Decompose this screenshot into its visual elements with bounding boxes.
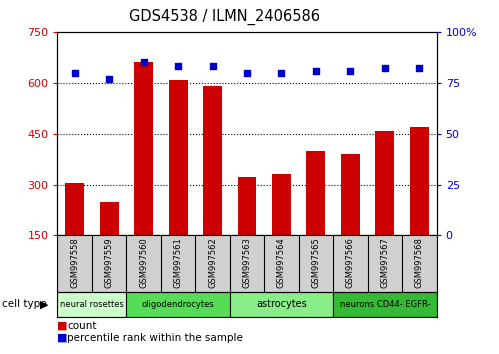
Bar (230, 292, 333, 317)
Text: neurons CD44- EGFR-: neurons CD44- EGFR- (340, 300, 430, 309)
Point (174, 64, 182, 69)
Text: GSM997562: GSM997562 (208, 237, 217, 288)
Bar (134, 62, 153, 235)
Text: count: count (67, 321, 97, 331)
Bar (410, 127, 429, 235)
Point (381, 66, 389, 72)
Point (415, 66, 423, 72)
Bar (375, 131, 394, 235)
Bar (333, 292, 437, 317)
Text: GSM997564: GSM997564 (277, 237, 286, 288)
Text: GSM997558: GSM997558 (70, 237, 79, 288)
Point (243, 70, 251, 75)
Text: ■: ■ (57, 321, 68, 331)
Bar (306, 150, 325, 235)
Bar (272, 174, 291, 235)
Text: GDS4538 / ILMN_2406586: GDS4538 / ILMN_2406586 (129, 9, 320, 25)
Bar (341, 154, 360, 235)
Text: ■: ■ (57, 333, 68, 343)
Text: GSM997561: GSM997561 (174, 237, 183, 288)
Bar (169, 80, 188, 235)
Text: GSM997566: GSM997566 (346, 237, 355, 288)
Text: ▶: ▶ (40, 299, 49, 309)
Point (346, 68, 354, 73)
Text: percentile rank within the sample: percentile rank within the sample (67, 333, 243, 343)
Bar (238, 177, 256, 235)
Text: GSM997563: GSM997563 (243, 237, 251, 288)
Bar (65, 183, 84, 235)
Point (312, 68, 320, 73)
Text: GSM997559: GSM997559 (105, 237, 114, 288)
Text: GSM997567: GSM997567 (380, 237, 389, 288)
Text: astrocytes: astrocytes (256, 299, 307, 309)
Text: GSM997568: GSM997568 (415, 237, 424, 288)
Point (209, 64, 217, 69)
Bar (57, 292, 126, 317)
Bar (126, 292, 230, 317)
Point (140, 59, 148, 65)
Point (277, 70, 285, 75)
Point (105, 76, 113, 81)
Text: oligodendrocytes: oligodendrocytes (142, 300, 215, 309)
Text: neural rosettes: neural rosettes (60, 300, 124, 309)
Point (71, 70, 79, 75)
Bar (100, 202, 119, 235)
Text: GSM997565: GSM997565 (311, 237, 320, 288)
Text: cell type: cell type (2, 299, 47, 309)
Text: GSM997560: GSM997560 (139, 237, 148, 288)
Bar (203, 86, 222, 235)
